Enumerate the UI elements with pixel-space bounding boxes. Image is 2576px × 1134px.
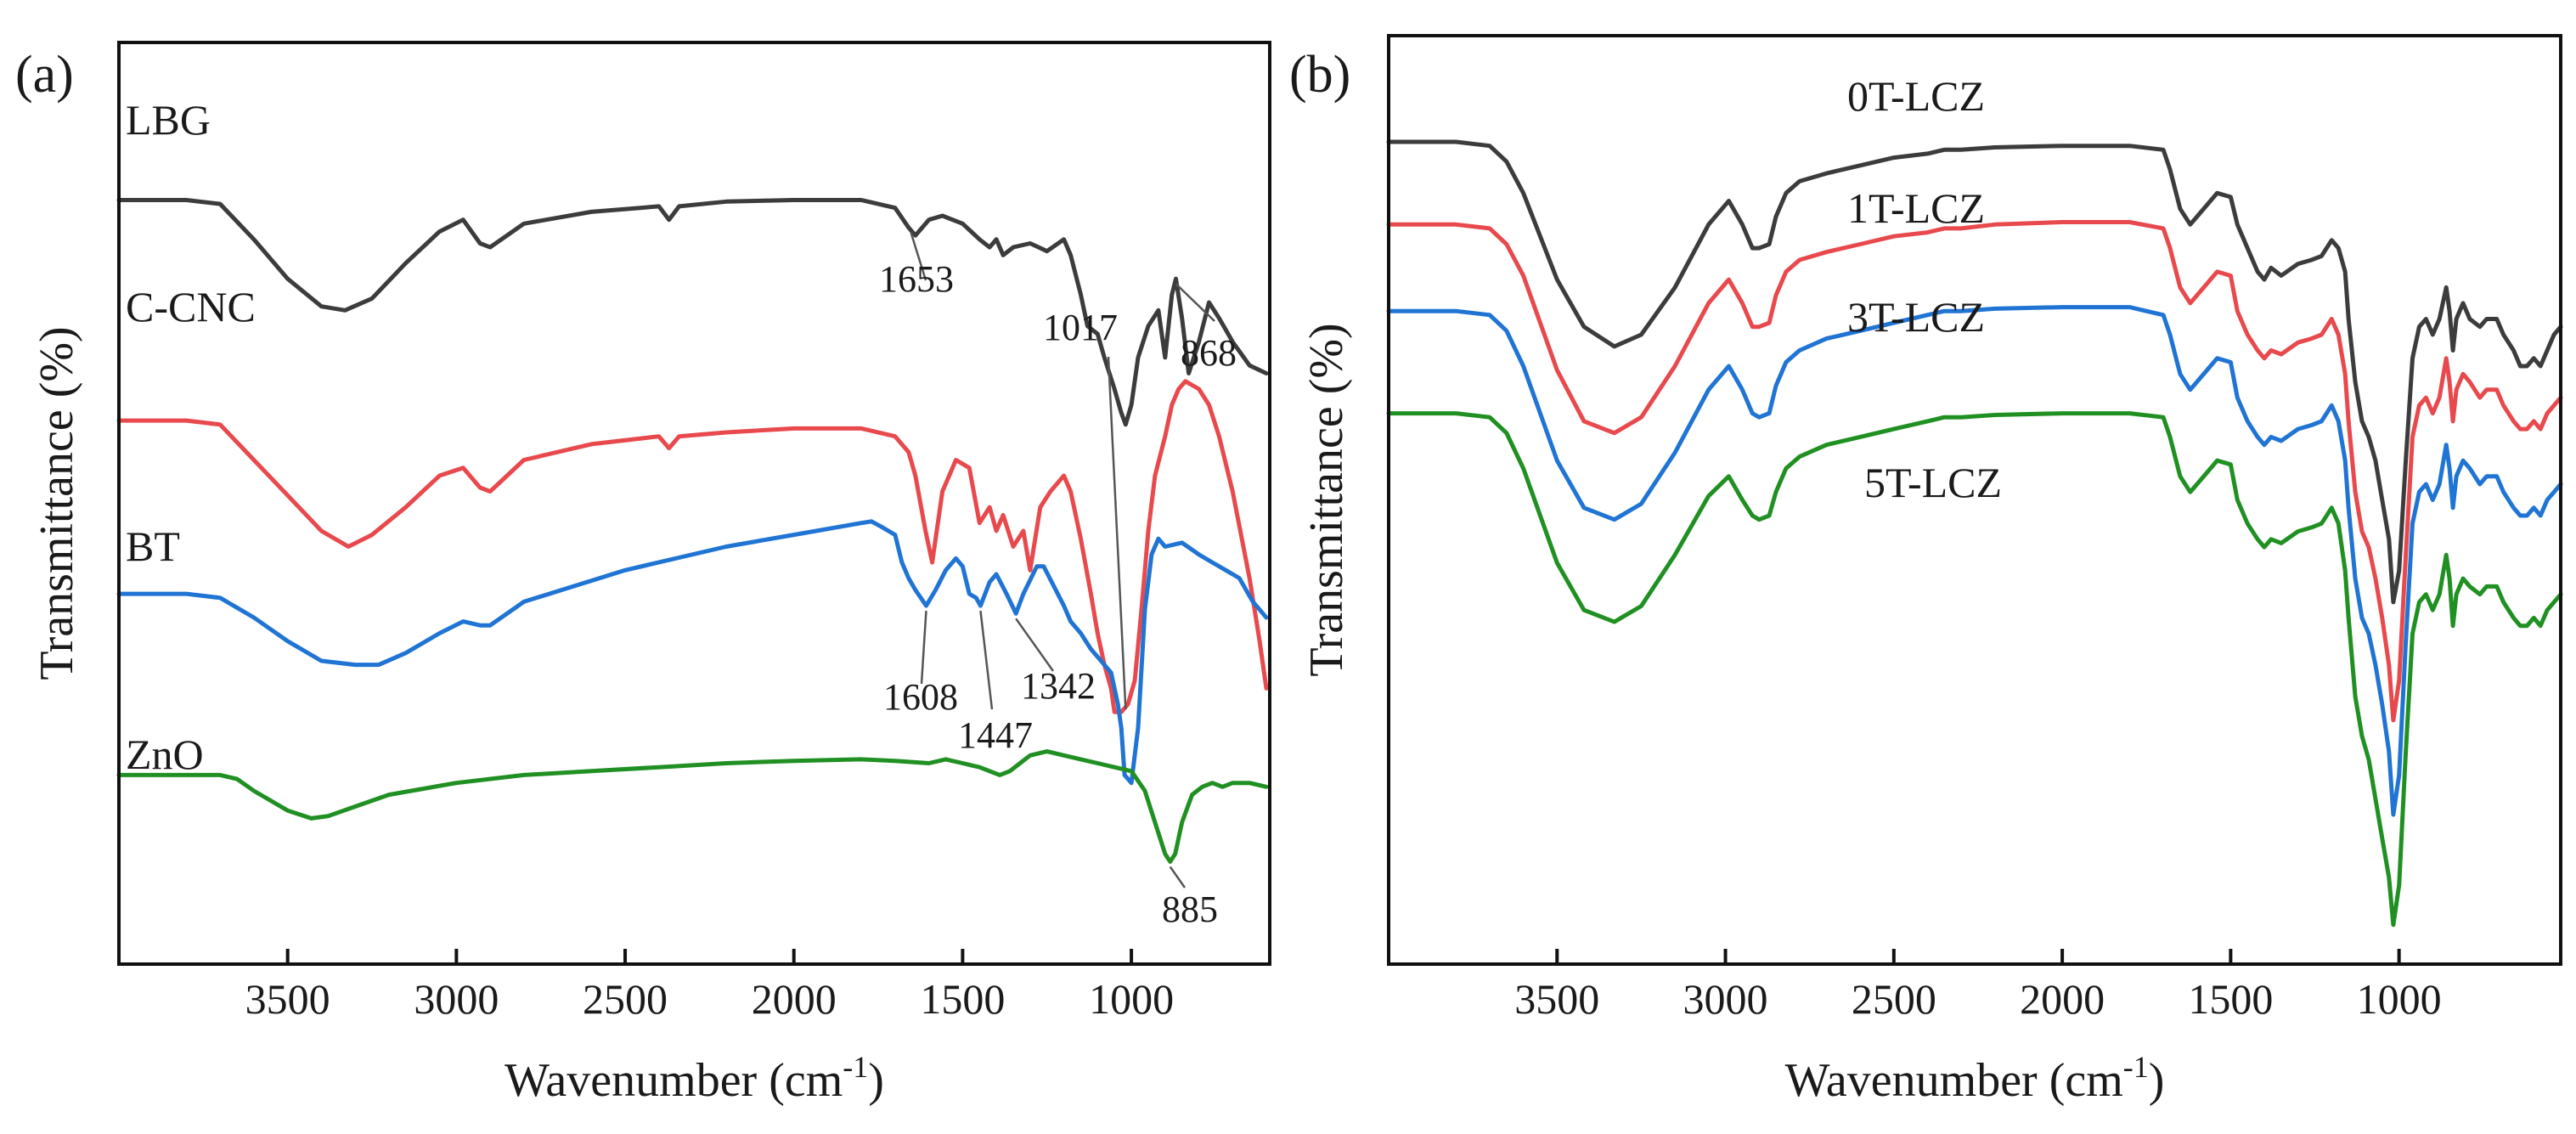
series-label: C-CNC (126, 283, 256, 330)
annotation-leader (920, 610, 927, 685)
x-tick-label: 3000 (414, 975, 499, 1023)
panel-a: 3500 3000 2500 2000 1500 1000 Wavenumber (cm-1… (15, 41, 1271, 1107)
x-tick-label: 3500 (245, 975, 330, 1023)
series-label: 3T-LCZ (1847, 293, 1985, 341)
annotation-leader (979, 610, 994, 710)
plot-frame (117, 41, 1271, 966)
annotation-leader (1169, 866, 1187, 889)
annotation-leader (1107, 356, 1127, 710)
annotation-leader (910, 232, 927, 281)
peak-annotation: 1017 (1043, 307, 1118, 348)
plot-frame (1387, 34, 2562, 966)
series-label: LBG (126, 96, 211, 144)
x-tick-label: 1500 (2188, 975, 2273, 1023)
y-axis-title: Transmittance (%) (1300, 323, 1353, 676)
series-line-zno (116, 749, 1269, 864)
x-tick-label: 1500 (920, 975, 1005, 1023)
series-line-bt (116, 519, 1269, 786)
x-tick-label: 3500 (1514, 975, 1599, 1023)
peak-annotation: 1653 (879, 258, 954, 300)
x-tick-label: 2000 (2020, 975, 2105, 1023)
series-line-lbg (116, 198, 1269, 427)
x-tick-label: 1000 (2357, 975, 2442, 1023)
panel-label: (a) (15, 46, 74, 104)
y-axis-title: Transmittance (%) (31, 326, 83, 680)
peak-annotation: 1447 (958, 714, 1033, 756)
series-label: 0T-LCZ (1847, 72, 1985, 120)
series-label: 5T-LCZ (1864, 459, 2002, 506)
panel-label: (b) (1289, 46, 1350, 104)
series-label: BT (126, 522, 180, 570)
series-line-3t-lcz (1386, 305, 2563, 817)
series-line-0t-lcz (1386, 139, 2563, 605)
x-axis-title: Wavenumber (cm-1) (504, 1050, 884, 1107)
x-tick-label: 3000 (1683, 975, 1768, 1023)
peak-annotation: 885 (1162, 889, 1218, 930)
x-tick-label: 2000 (752, 975, 837, 1023)
x-tick-label: 1000 (1089, 975, 1174, 1023)
series-line-1t-lcz (1386, 220, 2563, 723)
panel-b: 3500 3000 2500 2000 1500 1000 Wavenumber (cm-1… (1289, 34, 2563, 1107)
peak-annotation: 868 (1181, 332, 1237, 374)
annotation-leader (1015, 618, 1055, 672)
series-label: 1T-LCZ (1847, 184, 1985, 232)
peak-annotation: 1608 (883, 676, 958, 718)
peak-annotation: 1342 (1021, 665, 1096, 707)
x-tick-label: 2500 (1852, 975, 1936, 1023)
series-line-5t-lcz (1386, 411, 2563, 928)
x-axis-title: Wavenumber (cm-1) (1785, 1050, 2165, 1107)
x-tick-label: 2500 (583, 975, 668, 1023)
series-label: ZnO (126, 731, 204, 778)
annotation-leader (1175, 283, 1215, 322)
series-line-c-cnc (116, 379, 1269, 714)
